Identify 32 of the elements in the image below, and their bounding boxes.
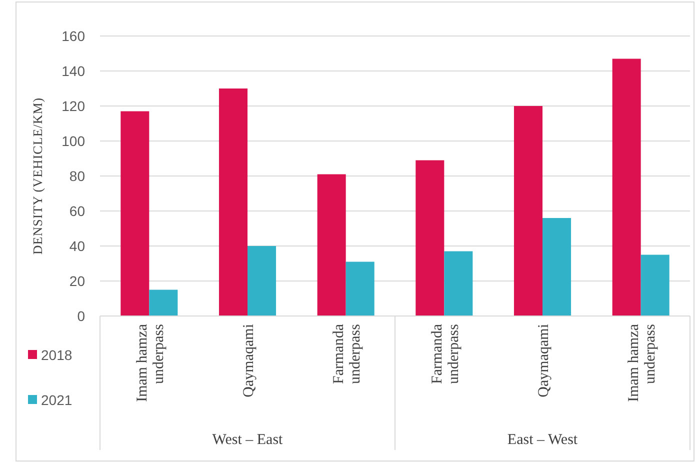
text: West – East — [212, 432, 284, 448]
legend-label: 2021 — [41, 392, 72, 408]
x-tick-label: Qaymaqami — [240, 324, 257, 398]
bar — [149, 290, 178, 316]
y-tick-label: 160 — [62, 28, 86, 44]
y-tick-label: 120 — [62, 98, 86, 114]
bar — [444, 251, 473, 316]
text: East – West — [507, 432, 578, 448]
bar — [640, 254, 670, 316]
y-tick-label: 60 — [69, 202, 86, 219]
bar — [514, 106, 542, 316]
x-tick-label: Farmanda underpass — [429, 324, 462, 384]
y-tick-label: 0 — [77, 308, 86, 324]
x-tick-label: Imam hamza underpass — [134, 324, 167, 402]
x-tick-label: Imam hamza underpass — [626, 324, 659, 402]
y-tick-label: 80 — [69, 168, 86, 184]
bar — [612, 58, 641, 316]
x-tick-label: Qaymaqami — [536, 324, 552, 398]
bar — [248, 246, 276, 316]
bar — [120, 111, 150, 316]
bar — [416, 160, 444, 316]
y-tick-label: 20 — [69, 272, 86, 289]
y-axis-title: DENSITY (VEHICLE/KM) — [30, 97, 45, 255]
legend-label: 2018 — [41, 346, 72, 363]
y-tick-label: 100 — [62, 132, 86, 149]
bar — [346, 262, 374, 316]
bar — [218, 88, 248, 316]
bar — [542, 218, 572, 316]
y-tick-label: 140 — [62, 62, 86, 79]
x-tick-label: Farmanda underpass — [331, 324, 364, 384]
y-tick-label: 40 — [69, 238, 86, 254]
bar — [317, 174, 346, 316]
